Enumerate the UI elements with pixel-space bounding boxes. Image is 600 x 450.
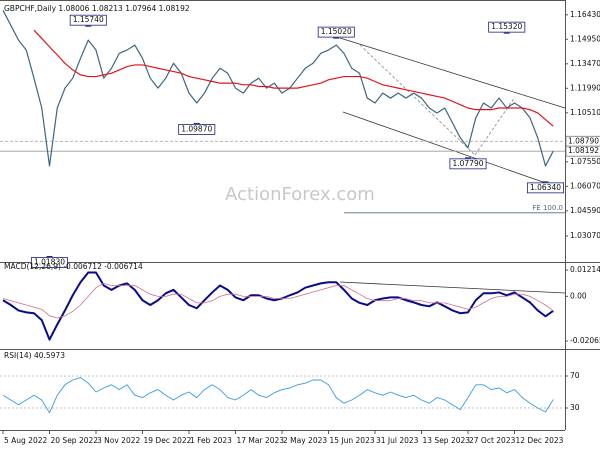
series-line [2, 377, 554, 414]
label-box-frame [178, 123, 216, 135]
x-tick-label: 3 Nov 2022 [97, 436, 140, 445]
pane-title: RSI(14) 40.5973 [4, 351, 65, 360]
x-tick-label: 12 Dec 2023 [516, 436, 564, 445]
y-tick-label: 1.14950 [570, 34, 600, 43]
label-box-frame [527, 182, 565, 194]
trendlines [339, 37, 566, 294]
label-text: 1.08192 [568, 146, 599, 155]
label-box-frame [565, 145, 600, 157]
channel-lower [342, 111, 561, 189]
series-line [2, 271, 554, 341]
y-tick-label: 1.16430 [570, 10, 600, 19]
label-box-frame [30, 257, 69, 268]
label-text: 1.15020 [321, 27, 352, 36]
label-text: 1.08790 [568, 136, 599, 145]
x-tick-label: 27 Oct 2023 [469, 436, 516, 445]
y-tick-label: 1.11990 [570, 83, 600, 92]
x-tick-label: 20 Sep 2022 [51, 436, 99, 445]
y-tick-label: 1.04590 [570, 206, 600, 215]
label-box: 1.06340 [527, 182, 565, 194]
label-box: 1.15020 [317, 26, 355, 38]
dashed-trend [359, 44, 476, 156]
fe-label: FE 100.0 [532, 204, 563, 212]
x-tick-label: 15 Jun 2023 [330, 436, 375, 445]
series-line [2, 282, 554, 319]
y-tick-label: 0.012145 [570, 265, 600, 274]
label-box: 1.15320 [488, 21, 526, 33]
x-tick-label: 5 Aug 2022 [4, 436, 47, 445]
y-tick-label: 1.06070 [570, 181, 600, 190]
dashed-trend [474, 96, 516, 156]
label-text: 1.15740 [73, 15, 104, 24]
label-box-frame [69, 14, 107, 26]
pane-frames [0, 0, 600, 431]
label-box: 1.07790 [449, 158, 487, 170]
y-tick-label: 30 [570, 403, 580, 412]
label-box-frame [488, 21, 526, 33]
label-box: 1.01830 [30, 257, 69, 268]
x-tick-label: 17 Mar 2023 [237, 436, 285, 445]
pane-title: GBPCHF,Daily 1.08006 1.08213 1.07964 1.0… [4, 4, 190, 13]
label-box: 1.08790 [565, 135, 600, 147]
label-text: 1.15320 [491, 22, 522, 31]
label-text: 1.07790 [452, 159, 483, 168]
channel-upper [339, 37, 566, 109]
y-tick-label: 0.00 [570, 291, 587, 300]
label-box-frame [317, 26, 355, 38]
macd-trendline [339, 281, 566, 294]
label-box-frame [449, 158, 487, 170]
x-tick-label: 31 Jul 2023 [376, 436, 419, 445]
watermark: ActionForex.com [225, 184, 375, 205]
x-tick-label: 13 Sep 2023 [423, 436, 471, 445]
label-text: 1.09870 [181, 124, 212, 133]
y-tick-label: 70 [570, 371, 580, 380]
x-tick-label: 19 Dec 2022 [144, 436, 192, 445]
y-tick-label: 1.03070 [570, 231, 600, 240]
y-tick-label: -0.020656 [570, 336, 600, 345]
y-tick-label: 1.10510 [570, 108, 600, 117]
label-box: 1.09870 [178, 123, 216, 135]
label-text: 1.01830 [34, 258, 65, 267]
label-text: 1.06340 [530, 183, 561, 192]
label-box: 1.15740 [69, 14, 107, 26]
series-line [33, 29, 554, 127]
pane-title: MACD(12,26,9) -0.006712 -0.006714 [4, 262, 143, 271]
y-tick-label: 1.13470 [570, 59, 600, 68]
x-tick-label: 1 Feb 2023 [190, 436, 232, 445]
y-tick-label: 1.07550 [570, 157, 600, 166]
x-tick-label: 2 May 2023 [283, 436, 327, 445]
label-box: 1.08192 [565, 145, 600, 157]
